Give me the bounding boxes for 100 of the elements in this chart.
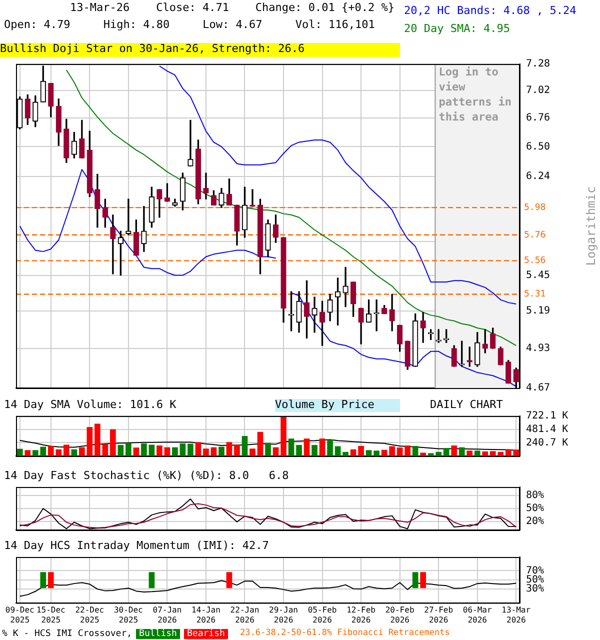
bar	[94, 424, 100, 456]
y-tick-label: 80%	[526, 490, 544, 502]
chart-title: 14 Day Fast Stochastic (%K) (%D): 8.0 6.8	[4, 469, 289, 483]
x-tick-label: 27-Feb 2026	[424, 606, 454, 624]
bar	[195, 442, 202, 456]
bar	[482, 451, 488, 456]
bar	[210, 447, 217, 456]
bar	[412, 446, 418, 456]
x-tick-label: 05-Feb 2026	[308, 606, 337, 624]
bar	[272, 447, 279, 456]
y-tick-label: 4.93	[526, 343, 550, 354]
bar	[110, 429, 116, 456]
text: Bullish Doji Star on 30-Jan-26, Strength: 26.6	[0, 42, 400, 57]
bar	[420, 452, 426, 456]
bar	[242, 436, 248, 456]
y-tick-label: 70%	[526, 565, 544, 576]
bar	[102, 444, 108, 456]
x-tick-label: 12-Feb 2026	[346, 606, 376, 624]
bar	[358, 446, 364, 456]
bar	[443, 448, 450, 456]
bar	[141, 443, 147, 456]
text: 20,2 HC Bands: 4.68 , 5.24	[404, 3, 576, 19]
bar	[466, 450, 473, 456]
bar	[451, 445, 457, 456]
legend-title: % K - HCS IMI Crossover,	[2, 629, 132, 639]
bar	[86, 427, 93, 456]
ref-line-label: 5.31	[524, 290, 546, 300]
y-tick-label: 722.1 K	[526, 410, 568, 422]
y-tick-label: 20%	[526, 516, 544, 527]
bar	[164, 447, 170, 456]
y-tick-label: 50%	[526, 574, 544, 586]
text: Volume By Price	[275, 398, 400, 412]
candlestick	[126, 198, 132, 236]
bar	[16, 448, 23, 456]
y-tick-label: 6.50	[526, 141, 550, 152]
x-tick-label: 13-Mar 2026	[502, 606, 531, 624]
y-tick-label: 240.7 K	[526, 437, 568, 448]
bar	[319, 438, 326, 456]
bar	[118, 444, 124, 456]
bar	[436, 452, 442, 456]
bar	[374, 450, 380, 456]
candlestick	[188, 120, 194, 166]
bar	[156, 445, 162, 456]
bar	[71, 449, 78, 456]
bar	[428, 453, 434, 456]
candlestick	[110, 214, 116, 274]
bar	[334, 446, 341, 456]
bar	[280, 416, 286, 456]
y-tick-label: 7.02	[526, 85, 550, 96]
candlestick	[312, 296, 318, 333]
band-label: Log in to view patterns in this area	[438, 65, 512, 124]
bar	[350, 449, 356, 456]
bar	[304, 438, 310, 456]
candlestick	[420, 312, 426, 343]
bar	[148, 444, 155, 456]
bar	[133, 448, 140, 456]
y-tick-label: 30%	[526, 584, 544, 595]
x-tick-label: 29-Jan 2026	[269, 606, 298, 624]
bar	[234, 444, 240, 456]
y-tick-label: 50%	[526, 503, 544, 514]
ref-line-label: 5.98	[524, 202, 546, 213]
chart-title: 13-Mar-26 Close: 4.71 Change: 0.01 {+0.2 %}	[70, 1, 395, 15]
y-tick-label: 6.24	[526, 171, 550, 182]
text: Bullish	[136, 629, 180, 639]
bar	[24, 450, 31, 456]
ref-line-label: 5.76	[524, 230, 546, 240]
bar	[288, 438, 294, 456]
bar	[312, 444, 318, 456]
ref-line-label: 5.56	[524, 256, 546, 266]
bar	[172, 447, 178, 456]
candlestick	[342, 266, 348, 308]
bar	[342, 452, 348, 456]
text: Bearish	[184, 629, 228, 639]
bar	[203, 448, 209, 456]
x-tick-label: 15-Dec 2025	[36, 606, 66, 624]
bar	[458, 447, 465, 456]
bar	[474, 450, 480, 456]
x-tick-label: 09-Dec 2025	[5, 606, 35, 624]
bar	[250, 448, 256, 456]
bar	[381, 450, 388, 456]
x-tick-label: 22-Jan 2026	[230, 606, 260, 624]
y-tick-label: 481.4 K	[526, 424, 568, 435]
y-tick-label: 7.28	[526, 58, 550, 70]
bar	[218, 446, 224, 456]
bar	[404, 445, 410, 456]
bar	[327, 440, 333, 456]
chart-title: 14 Day HCS Intraday Momentum (IMI): 42.7	[4, 539, 269, 553]
bar	[265, 442, 271, 456]
x-tick-label: 06-Mar 2026	[462, 606, 492, 624]
bar	[366, 450, 372, 456]
x-tick-label: 22-Dec 2025	[75, 606, 104, 624]
y-tick-label: 5.45	[526, 270, 550, 281]
candlestick	[203, 172, 209, 200]
y-axis-title: Logarithmic	[584, 186, 599, 266]
bar	[126, 442, 132, 456]
bar	[257, 432, 264, 456]
chart-title: 14 Day SMA Volume: 101.6 K	[4, 398, 176, 412]
x-tick-label: 07-Jan 2026	[152, 606, 182, 624]
bar	[296, 444, 302, 456]
text: DAILY CHART	[430, 398, 503, 412]
